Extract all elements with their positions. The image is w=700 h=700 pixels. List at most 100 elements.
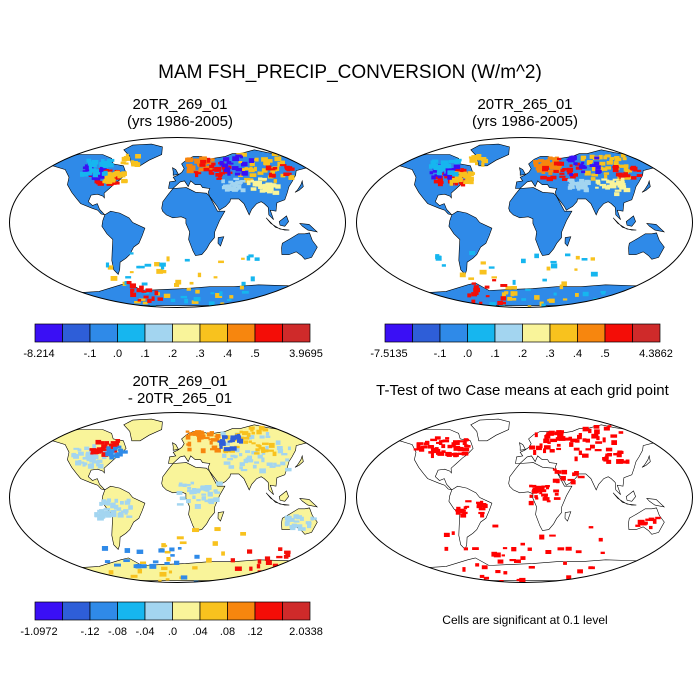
grid-cell — [129, 283, 137, 289]
landmass-britain — [172, 167, 179, 176]
colorbar-panel-1: -8.214 -.1 .0 .1 .2 .3 .4 .5 3.9695 — [23, 323, 323, 360]
grid-cell — [448, 175, 452, 180]
colorbar-label: .1 — [140, 348, 149, 360]
panel-1-title-line2: (yrs 1986-2005) — [127, 113, 233, 130]
grid-cell — [569, 164, 573, 168]
grid-cell — [559, 175, 566, 178]
grid-cell — [477, 157, 482, 161]
grid-cell — [566, 575, 572, 580]
grid-cell — [479, 269, 487, 275]
grid-cell — [197, 272, 202, 278]
grid-cell — [501, 301, 506, 305]
grid-cell — [262, 428, 269, 432]
grid-cell — [208, 438, 214, 441]
grid-cell — [548, 298, 555, 303]
grid-cell — [209, 440, 213, 445]
grid-cell — [476, 501, 481, 504]
colorbar-box — [34, 323, 63, 343]
grid-cell — [143, 295, 149, 299]
grid-cell — [545, 159, 550, 162]
grid-cell — [166, 557, 171, 562]
grid-cell — [492, 524, 499, 528]
grid-cell — [232, 583, 238, 586]
grid-cell — [491, 551, 497, 557]
grid-cell — [103, 170, 108, 176]
grid-cell — [203, 487, 208, 492]
grid-cell — [277, 161, 281, 167]
grid-cell — [259, 435, 265, 439]
grid-cell — [455, 509, 459, 512]
grid-cell — [110, 502, 116, 508]
grid-cell — [269, 465, 276, 468]
landmass-madagascar — [564, 511, 572, 522]
landmass-newGuinea — [646, 498, 666, 508]
grid-cell — [124, 510, 128, 515]
grid-cell — [235, 154, 242, 158]
grid-cell — [534, 485, 542, 488]
grid-cell — [203, 167, 210, 172]
grid-cell — [118, 511, 124, 515]
grid-cell — [214, 166, 222, 172]
grid-cell — [87, 463, 94, 469]
grid-cell — [216, 177, 223, 180]
grid-cell — [116, 452, 121, 456]
grid-cell — [248, 254, 254, 258]
grid-cell — [109, 451, 114, 457]
grid-cell — [541, 161, 548, 166]
grid-cell — [254, 157, 259, 162]
grid-cell — [254, 257, 260, 261]
grid-cell — [256, 429, 262, 435]
grid-cell — [240, 152, 247, 157]
grid-cell — [514, 559, 521, 563]
colorbar-label: -8.214 — [23, 348, 54, 360]
grid-cell — [200, 448, 206, 454]
colorbar-box — [604, 323, 633, 343]
grid-cell — [476, 505, 483, 509]
grid-cell — [563, 307, 570, 308]
grid-cell — [580, 165, 586, 169]
grid-cell — [559, 172, 565, 175]
grid-cell — [589, 154, 595, 159]
colorbar-panel-3: -1.0972 -.12 -.08 -.04 .0 .04 .08 .12 2.0338 — [20, 601, 323, 638]
grid-cell — [237, 185, 242, 190]
landmass-greenland — [470, 143, 510, 167]
grid-cell — [618, 431, 624, 434]
grid-cell — [230, 435, 236, 441]
grid-cell — [210, 498, 216, 502]
significance-note: Cells are significant at 0.1 level — [442, 613, 608, 627]
grid-cell — [552, 158, 558, 163]
grid-cell — [215, 173, 222, 177]
grid-cell — [274, 464, 281, 467]
colorbar-box — [117, 601, 146, 621]
grid-cell — [195, 430, 202, 434]
grid-cell — [201, 496, 206, 501]
grid-cell — [573, 162, 578, 166]
grid-cell — [570, 438, 578, 443]
grid-cell — [92, 163, 97, 168]
grid-cell — [152, 560, 159, 564]
grid-cell — [468, 156, 474, 159]
grid-cell — [562, 178, 569, 181]
grid-cell — [541, 485, 546, 488]
grid-cell — [438, 179, 444, 183]
grid-cell — [206, 557, 212, 563]
grid-cell — [219, 445, 223, 449]
grid-cell — [469, 179, 474, 185]
grid-cell — [534, 487, 541, 492]
grid-cell — [262, 449, 269, 453]
grid-cell — [212, 168, 218, 172]
grid-cell — [177, 547, 182, 550]
grid-cell — [241, 257, 245, 260]
grid-cell — [284, 550, 291, 554]
grid-cell — [193, 297, 201, 302]
grid-cell — [248, 168, 255, 173]
colorbar-box — [172, 601, 201, 621]
grid-cell — [97, 509, 101, 513]
grid-cell — [103, 175, 111, 180]
grid-cell — [567, 157, 575, 163]
grid-cell — [539, 490, 543, 495]
grid-cell — [129, 252, 134, 255]
grid-cell — [221, 163, 229, 168]
grid-cell — [612, 178, 619, 181]
grid-cell — [268, 442, 275, 448]
